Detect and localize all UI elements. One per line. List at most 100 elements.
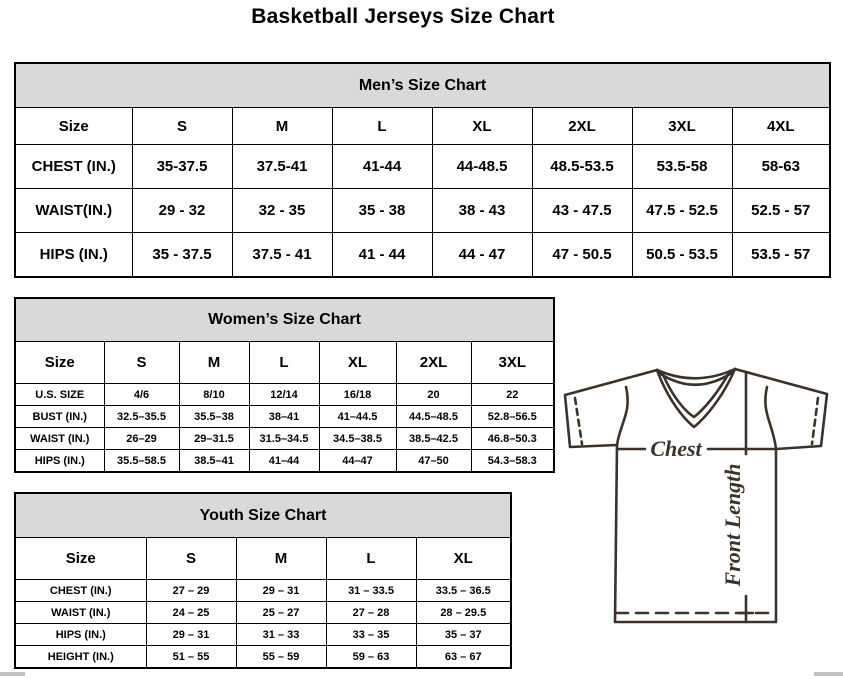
- table-cell: 27 – 29: [145, 579, 237, 602]
- table-cell: 44–47: [318, 449, 397, 473]
- table-cell: 47 - 50.5: [531, 232, 633, 278]
- jersey-vneck-outer: [655, 367, 737, 429]
- womens-size-chart: Women’s Size Chart Size S M L XL 2XL 3XL U.S. SI…: [14, 297, 556, 473]
- table-cell: 33 – 35: [325, 623, 417, 646]
- table-cell: 26–29: [103, 427, 180, 450]
- table-cell: 32.5–35.5: [103, 405, 180, 428]
- table-cell: 31.5–34.5: [248, 427, 320, 450]
- table-cell: 41 - 44: [331, 232, 433, 278]
- mens-size-chart: Men’s Size Chart Size S M L XL 2XL 3XL 4XL CHEST …: [14, 62, 832, 278]
- table-cell: 29–31.5: [178, 427, 250, 450]
- table-cell: 34.5–38.5: [318, 427, 397, 450]
- table-cell: 43 - 47.5: [531, 188, 633, 233]
- column-header: 2XL: [395, 341, 472, 384]
- row-label: HIPS (IN.): [14, 449, 105, 473]
- table-cell: 38 - 43: [431, 188, 533, 233]
- column-header: 3XL: [470, 341, 555, 384]
- chest-label: Chest: [650, 436, 702, 461]
- column-header: Size: [14, 107, 133, 145]
- table-row: HEIGHT (IN.) 51 – 55 55 – 59 59 – 63 63 – 67: [14, 645, 512, 669]
- table-cell: 27 – 28: [325, 601, 417, 624]
- table-cell: 16/18: [318, 383, 397, 406]
- horizontal-scrollbar-fragment-left[interactable]: [0, 672, 25, 676]
- table-cell: 32 - 35: [231, 188, 333, 233]
- table-cell: 53.5-58: [631, 144, 733, 189]
- table-row: WAIST(IN.) 29 - 32 32 - 35 35 - 38 38 - 43 43…: [14, 188, 831, 233]
- table-cell: 48.5-53.5: [531, 144, 633, 189]
- table-cell: 63 – 67: [415, 645, 512, 669]
- row-label: WAIST (IN.): [14, 601, 147, 624]
- table-cell: 41–44.5: [318, 405, 397, 428]
- table-title: Men’s Size Chart: [14, 62, 831, 108]
- jersey-collar-icon: [655, 367, 737, 380]
- table-cell: 52.8–56.5: [470, 405, 555, 428]
- table-cell: 20: [395, 383, 472, 406]
- table-row: HIPS (IN.) 29 – 31 31 – 33 33 – 35 35 – 37: [14, 623, 512, 646]
- table-cell: 38–41: [248, 405, 320, 428]
- table-title: Women’s Size Chart: [14, 297, 555, 342]
- table-row: CHEST (IN.) 27 – 29 29 – 31 31 – 33.5 33.5 –…: [14, 579, 512, 602]
- row-label: HEIGHT (IN.): [14, 645, 147, 669]
- size-table: Men’s Size Chart Size S M L XL 2XL 3XL 4XL CHEST …: [14, 62, 832, 278]
- table-cell: 25 – 27: [235, 601, 327, 624]
- row-label: WAIST(IN.): [14, 188, 133, 233]
- page-title: Basketball Jerseys Size Chart: [251, 5, 555, 28]
- table-cell: 31 – 33.5: [325, 579, 417, 602]
- column-header: L: [325, 537, 417, 580]
- column-header: S: [145, 537, 237, 580]
- table-cell: 38.5–42.5: [395, 427, 472, 450]
- table-cell: 29 - 32: [131, 188, 233, 233]
- column-header: 3XL: [631, 107, 733, 145]
- table-row: WAIST (IN.) 24 – 25 25 – 27 27 – 28 28 – 29.…: [14, 601, 512, 624]
- table-cell: 22: [470, 383, 555, 406]
- table-row: U.S. SIZE 4/6 8/10 12/14 16/18 20 22: [14, 383, 555, 406]
- table-cell: 50.5 - 53.5: [631, 232, 733, 278]
- table-cell: 44-48.5: [431, 144, 533, 189]
- column-header: XL: [318, 341, 397, 384]
- table-cell: 47–50: [395, 449, 472, 473]
- row-label: U.S. SIZE: [14, 383, 105, 406]
- table-cell: 59 – 63: [325, 645, 417, 669]
- column-header: S: [103, 341, 180, 384]
- table-cell: 29 – 31: [235, 579, 327, 602]
- column-header: M: [178, 341, 250, 384]
- row-label: BUST (IN.): [14, 405, 105, 428]
- front-length-label: Front Length: [720, 464, 745, 588]
- table-cell: 46.8–50.3: [470, 427, 555, 450]
- jersey-right-armhole-seam: [764, 385, 778, 451]
- table-cell: 44.5–48.5: [395, 405, 472, 428]
- table-cell: 29 – 31: [145, 623, 237, 646]
- column-header: S: [131, 107, 233, 145]
- horizontal-scrollbar-fragment-right[interactable]: [814, 672, 843, 676]
- table-cell: 24 – 25: [145, 601, 237, 624]
- table-cell: 41-44: [331, 144, 433, 189]
- column-header: L: [331, 107, 433, 145]
- jersey-outline: [563, 367, 829, 624]
- column-header: M: [231, 107, 333, 145]
- column-header: XL: [431, 107, 533, 145]
- column-header: XL: [415, 537, 512, 580]
- table-cell: 35-37.5: [131, 144, 233, 189]
- column-header: 4XL: [731, 107, 831, 145]
- youth-size-chart: Youth Size Chart Size S M L XL CHEST (IN.) 27 –…: [14, 492, 512, 669]
- row-label: CHEST (IN.): [14, 144, 133, 189]
- table-cell: 53.5 - 57: [731, 232, 831, 278]
- table-cell: 54.3–58.3: [470, 449, 555, 473]
- table-cell: 55 – 59: [235, 645, 327, 669]
- column-header: Size: [14, 341, 105, 384]
- table-cell: 37.5 - 41: [231, 232, 333, 278]
- table-cell: 37.5-41: [231, 144, 333, 189]
- jersey-left-armhole-seam: [615, 385, 629, 447]
- table-title: Youth Size Chart: [14, 492, 512, 538]
- table-cell: 38.5–41: [178, 449, 250, 473]
- table-cell: 51 – 55: [145, 645, 237, 669]
- table-cell: 12/14: [248, 383, 320, 406]
- table-cell: 35 - 38: [331, 188, 433, 233]
- table-row: CHEST (IN.) 35-37.5 37.5-41 41-44 44-48.5 48.…: [14, 144, 831, 189]
- column-header: M: [235, 537, 327, 580]
- table-cell: 35.5–38: [178, 405, 250, 428]
- table-cell: 47.5 - 52.5: [631, 188, 733, 233]
- table-cell: 28 – 29.5: [415, 601, 512, 624]
- table-cell: 35.5–58.5: [103, 449, 180, 473]
- table-row: WAIST (IN.) 26–29 29–31.5 31.5–34.5 34.5–38.…: [14, 427, 555, 450]
